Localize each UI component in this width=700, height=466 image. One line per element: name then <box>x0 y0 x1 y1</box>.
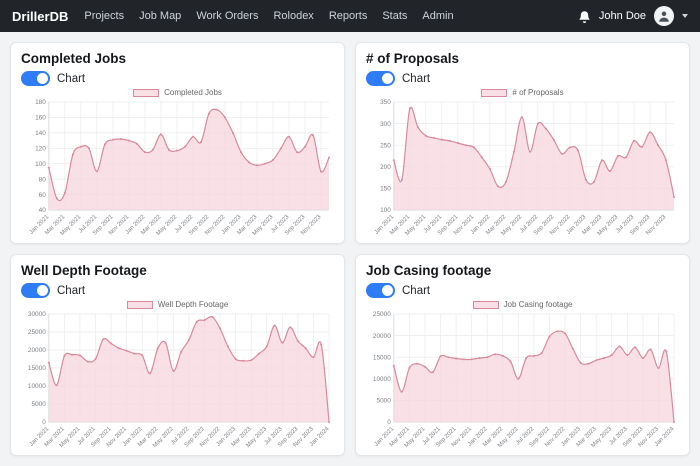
svg-text:200: 200 <box>380 164 391 171</box>
legend-label: Completed Jobs <box>164 88 222 97</box>
svg-text:80: 80 <box>39 176 47 183</box>
svg-text:10000: 10000 <box>373 376 391 383</box>
legend-swatch <box>481 88 508 97</box>
svg-text:300: 300 <box>380 121 391 128</box>
nav-item-projects[interactable]: Projects <box>84 10 125 22</box>
legend-item[interactable]: Job Casing footage <box>366 299 679 310</box>
svg-text:25000: 25000 <box>373 311 391 318</box>
nav-menu: Projects Job Map Work Orders Rolodex Rep… <box>84 10 453 22</box>
card-title: # of Proposals <box>366 51 460 66</box>
card-title: Job Casing footage <box>366 263 492 278</box>
svg-text:180: 180 <box>35 99 46 106</box>
svg-text:40: 40 <box>39 207 47 214</box>
svg-text:15000: 15000 <box>373 354 391 361</box>
svg-text:100: 100 <box>380 207 391 214</box>
legend-item[interactable]: # of Proposals <box>366 87 679 98</box>
svg-text:5000: 5000 <box>376 398 391 405</box>
card-title: Well Depth Footage <box>21 263 147 278</box>
legend-label: Well Depth Footage <box>157 300 229 309</box>
legend-swatch <box>472 300 499 309</box>
chart-toggle-label: Chart <box>57 72 86 85</box>
avatar <box>654 6 674 26</box>
chart-toggle-label: Chart <box>402 284 431 297</box>
legend-item[interactable]: Well Depth Footage <box>21 299 334 310</box>
svg-text:20000: 20000 <box>373 333 391 340</box>
legend-swatch <box>126 300 153 309</box>
card-proposals: # of Proposals Chart # of Proposals 100 1… <box>355 42 690 244</box>
svg-text:25000: 25000 <box>28 329 46 336</box>
nav-item-rolodex[interactable]: Rolodex <box>273 10 314 22</box>
svg-text:350: 350 <box>380 99 391 106</box>
svg-text:10000: 10000 <box>28 383 46 390</box>
svg-text:30000: 30000 <box>28 311 46 318</box>
chart-toggle-label: Chart <box>402 72 431 85</box>
svg-text:250: 250 <box>380 142 391 149</box>
svg-text:5000: 5000 <box>31 401 46 408</box>
svg-text:60: 60 <box>39 192 47 199</box>
user-menu[interactable]: John Doe <box>578 6 688 26</box>
chart-toggle[interactable] <box>21 283 50 298</box>
svg-text:0: 0 <box>387 419 391 426</box>
user-name: John Doe <box>598 10 646 22</box>
card-title: Completed Jobs <box>21 51 127 66</box>
legend-item[interactable]: Completed Jobs <box>21 87 334 98</box>
chart-toggle[interactable] <box>21 71 50 86</box>
svg-text:160: 160 <box>35 115 46 122</box>
card-job-casing-footage: Job Casing footage Chart Job Casing foot… <box>355 254 690 456</box>
chart-toggle[interactable] <box>366 283 395 298</box>
svg-text:120: 120 <box>35 145 46 152</box>
svg-text:20000: 20000 <box>28 347 46 354</box>
card-completed-jobs: Completed Jobs Chart Completed Jobs 40 60… <box>10 42 345 244</box>
card-well-depth-footage: Well Depth Footage Chart Well Depth Foot… <box>10 254 345 456</box>
svg-text:100: 100 <box>35 161 46 168</box>
navbar: DrillerDB Projects Job Map Work Orders R… <box>0 0 700 32</box>
svg-text:0: 0 <box>42 419 46 426</box>
svg-text:150: 150 <box>380 186 391 193</box>
chart-toggle-label: Chart <box>57 284 86 297</box>
legend-swatch <box>133 88 160 97</box>
nav-item-job-map[interactable]: Job Map <box>139 10 182 22</box>
nav-item-stats[interactable]: Stats <box>382 10 408 22</box>
brand[interactable]: DrillerDB <box>12 8 69 24</box>
legend-label: Job Casing footage <box>503 300 573 309</box>
nav-item-reports[interactable]: Reports <box>328 10 368 22</box>
nav-item-work-orders[interactable]: Work Orders <box>196 10 259 22</box>
legend-label: # of Proposals <box>512 88 564 97</box>
chart-toggle[interactable] <box>366 71 395 86</box>
svg-text:140: 140 <box>35 130 46 137</box>
chevron-down-icon <box>682 14 688 18</box>
bell-icon[interactable] <box>578 10 591 23</box>
dashboard: Completed Jobs Chart Completed Jobs 40 60… <box>0 32 700 466</box>
svg-text:15000: 15000 <box>28 365 46 372</box>
nav-item-admin[interactable]: Admin <box>422 10 454 22</box>
